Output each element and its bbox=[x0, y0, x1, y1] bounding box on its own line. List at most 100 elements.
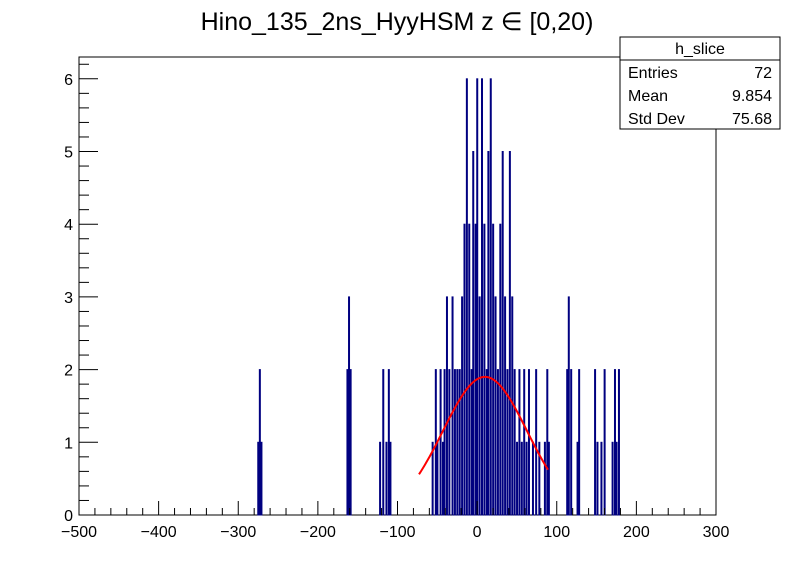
histogram-bar bbox=[527, 369, 530, 516]
x-tick-label: 100 bbox=[543, 524, 570, 541]
x-tick-label: −300 bbox=[220, 524, 256, 541]
histogram-bar bbox=[600, 441, 603, 516]
histogram-bar bbox=[578, 369, 581, 516]
histogram-bar bbox=[603, 369, 606, 516]
x-tick-label: −100 bbox=[379, 524, 415, 541]
histogram-bar bbox=[465, 78, 468, 516]
histogram-bar bbox=[453, 369, 456, 516]
histogram-bar bbox=[547, 441, 550, 516]
histogram-bar bbox=[487, 151, 490, 516]
histogram-bar bbox=[516, 441, 519, 516]
stats-stddev-label: Std Dev bbox=[628, 111, 685, 128]
y-tick-label: 3 bbox=[64, 290, 73, 307]
histogram-bar bbox=[566, 369, 569, 516]
histogram-bar bbox=[346, 369, 349, 516]
histogram-bar bbox=[499, 223, 502, 516]
histogram-bar bbox=[441, 441, 444, 516]
histogram-bar bbox=[443, 369, 446, 516]
histogram-bar bbox=[258, 369, 261, 516]
histogram-bar bbox=[513, 369, 516, 516]
histogram-bar bbox=[615, 441, 618, 516]
histogram-bar bbox=[348, 296, 351, 516]
x-tick-label: −500 bbox=[61, 524, 97, 541]
gaussian-fit bbox=[418, 375, 549, 475]
histogram-bar bbox=[508, 151, 511, 516]
histogram-bar bbox=[474, 223, 477, 516]
histogram-bar bbox=[611, 441, 614, 516]
histogram-bar bbox=[506, 369, 509, 516]
histogram-bar bbox=[257, 441, 260, 516]
histogram-bar bbox=[504, 296, 507, 516]
histogram-bar bbox=[387, 369, 390, 516]
histogram-bar bbox=[483, 223, 486, 516]
histogram-bar bbox=[567, 296, 570, 516]
histogram-bar bbox=[520, 441, 523, 516]
chart-title: Hino_135_2ns_HyyHSM z ∈ [0,20) bbox=[201, 8, 594, 36]
y-tick-label: 0 bbox=[64, 508, 73, 525]
histogram-bar bbox=[492, 223, 495, 516]
x-tick-label: −200 bbox=[300, 524, 336, 541]
histogram-bar bbox=[543, 441, 546, 516]
histogram-bar bbox=[570, 369, 573, 516]
y-tick-label: 1 bbox=[64, 435, 73, 452]
histogram-bar bbox=[456, 369, 459, 516]
histogram-bar bbox=[489, 78, 492, 516]
histogram-bar bbox=[436, 441, 439, 516]
stats-mean-label: Mean bbox=[628, 88, 668, 105]
fit-curve bbox=[418, 375, 549, 475]
histogram-bar bbox=[546, 369, 549, 516]
histogram-bar bbox=[501, 151, 504, 516]
histogram-bar bbox=[538, 441, 541, 516]
stats-mean-value: 9.854 bbox=[732, 88, 772, 105]
stats-stddev-value: 75.68 bbox=[732, 111, 772, 128]
histogram-bar bbox=[478, 296, 481, 516]
histogram-bar bbox=[518, 369, 521, 516]
histogram-bar bbox=[511, 296, 514, 516]
histogram-bar bbox=[431, 441, 434, 516]
histogram-bar bbox=[525, 441, 528, 516]
histogram-bar bbox=[389, 441, 392, 516]
x-tick-label: 200 bbox=[623, 524, 650, 541]
histogram-bar bbox=[468, 223, 471, 516]
histogram-bar bbox=[472, 151, 475, 516]
histogram-bar bbox=[485, 369, 488, 516]
axes: −500 −400 −300 −200 −100 0 100 200 300 0 1 2 3 4 5 6 bbox=[61, 63, 730, 541]
y-tick-label: 2 bbox=[64, 363, 73, 380]
x-tick-label: 300 bbox=[703, 524, 730, 541]
histogram-bar bbox=[617, 369, 620, 516]
histogram-bar bbox=[461, 296, 464, 516]
y-tick-label: 4 bbox=[64, 217, 73, 234]
histogram-bars bbox=[257, 78, 620, 516]
histogram-bar bbox=[481, 78, 484, 516]
histogram-bar bbox=[594, 369, 597, 516]
stats-box: h_slice Entries 72 Mean 9.854 Std Dev 75… bbox=[619, 36, 781, 130]
histogram-bar bbox=[535, 369, 538, 516]
histogram-bar bbox=[379, 441, 382, 516]
x-tick-label: −400 bbox=[141, 524, 177, 541]
stats-box-border bbox=[619, 36, 781, 130]
stats-entries-label: Entries bbox=[628, 65, 678, 82]
histogram-bar bbox=[470, 369, 473, 516]
histogram-bar bbox=[523, 369, 526, 516]
stats-entries-value: 72 bbox=[754, 65, 772, 82]
histogram-bar bbox=[494, 296, 497, 516]
histogram-bar bbox=[576, 441, 579, 516]
stats-box-name: h_slice bbox=[675, 41, 725, 58]
histogram-bar bbox=[260, 441, 263, 516]
histogram-bar bbox=[531, 441, 534, 516]
histogram-bar bbox=[476, 78, 479, 516]
histogram-bar bbox=[445, 296, 448, 516]
histogram-bar bbox=[385, 441, 388, 516]
histogram-bar bbox=[448, 369, 451, 516]
histogram-bar bbox=[451, 296, 454, 516]
histogram-bar bbox=[382, 369, 385, 516]
histogram-bar bbox=[458, 369, 461, 516]
histogram-bar bbox=[439, 369, 442, 516]
y-tick-label: 6 bbox=[64, 72, 73, 89]
histogram-bar bbox=[496, 369, 499, 516]
x-tick-label: 0 bbox=[473, 524, 482, 541]
histogram-bar bbox=[613, 369, 616, 516]
histogram-bar bbox=[596, 441, 599, 516]
y-tick-label: 5 bbox=[64, 145, 73, 162]
